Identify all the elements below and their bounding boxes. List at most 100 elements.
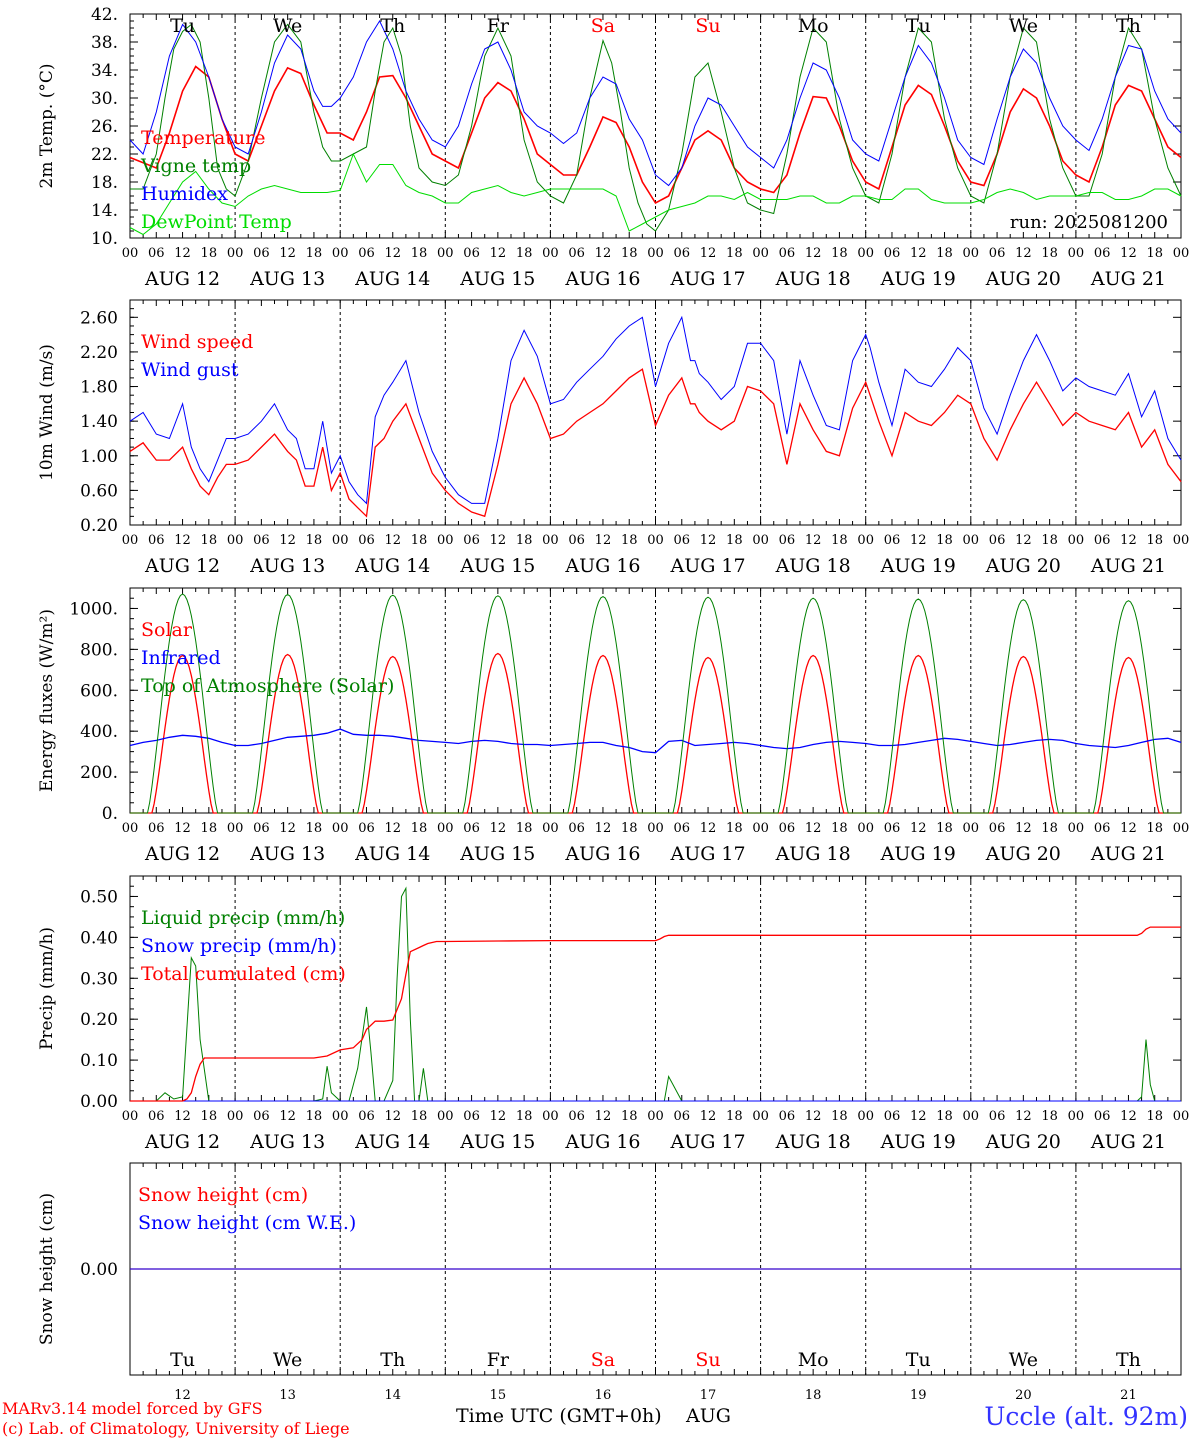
day-name-top: Tu: [170, 15, 195, 37]
hour-label: 00: [963, 533, 980, 548]
hour-label: 18: [1041, 246, 1058, 261]
hour-label: 18: [201, 1109, 218, 1124]
legend-entry: Snow height (cm W.E.): [138, 1212, 356, 1234]
day-number: 16: [595, 1388, 612, 1403]
panel-frame: [129, 13, 1182, 239]
hour-label: 12: [910, 1109, 927, 1124]
hour-label: 18: [1041, 1109, 1058, 1124]
hour-label: 06: [253, 1109, 270, 1124]
hour-label: 00: [227, 246, 244, 261]
hour-label: 06: [568, 821, 585, 836]
hour-label: 18: [201, 533, 218, 548]
hour-label: 06: [253, 821, 270, 836]
hour-label: 00: [542, 821, 559, 836]
hour-label: 18: [306, 246, 323, 261]
y-tick-label: 42.: [91, 5, 118, 25]
hour-label: 00: [963, 821, 980, 836]
y-tick-label: 14.: [91, 201, 118, 221]
hour-label: 06: [358, 1109, 375, 1124]
hour-label: 00: [752, 246, 769, 261]
panel-frame: [129, 299, 1182, 526]
y-tick-label: 800.: [80, 640, 118, 660]
legend-entry: Wind gust: [141, 359, 239, 381]
day-name-bottom: Su: [695, 1349, 720, 1371]
date-label: AUG 12: [144, 555, 220, 577]
hour-label: 18: [726, 533, 743, 548]
date-label: AUG 15: [459, 268, 535, 290]
hour-label: 12: [700, 246, 717, 261]
legend-entry: Humidex: [141, 183, 228, 205]
hour-label: 00: [1173, 821, 1190, 836]
hour-label: 06: [779, 246, 796, 261]
run-label: run: 2025081200: [1010, 212, 1168, 233]
hour-label: 06: [884, 533, 901, 548]
hour-label: 00: [647, 533, 664, 548]
hour-label: 12: [1015, 821, 1032, 836]
date-label: AUG 16: [564, 268, 640, 290]
date-label: AUG 13: [249, 555, 325, 577]
date-label: AUG 16: [564, 555, 640, 577]
series-line-infrared: [129, 728, 1182, 754]
hour-label: 00: [332, 246, 349, 261]
hour-label: 18: [621, 1109, 638, 1124]
y-tick-label: 18.: [91, 173, 118, 193]
y-tick-label: 600.: [80, 681, 118, 701]
hour-label: 00: [857, 1109, 874, 1124]
day-name-top: Sa: [591, 15, 615, 37]
y-tick-label: 2.60: [80, 308, 118, 328]
date-label: AUG 17: [669, 1131, 745, 1153]
hour-label: 12: [805, 821, 822, 836]
date-label: AUG 17: [669, 268, 745, 290]
date-label: AUG 13: [249, 268, 325, 290]
station-name: Uccle (alt. 92m): [984, 1402, 1188, 1431]
hour-label: 00: [437, 821, 454, 836]
hour-label: 12: [174, 246, 191, 261]
hour-label: 00: [963, 246, 980, 261]
hour-label: 00: [332, 533, 349, 548]
hour-label: 12: [910, 246, 927, 261]
date-label: AUG 13: [249, 843, 325, 865]
hour-label: 06: [1094, 246, 1111, 261]
date-label: AUG 20: [985, 268, 1061, 290]
hour-label: 06: [989, 246, 1006, 261]
hour-label: 06: [674, 533, 691, 548]
hour-label: 00: [1068, 1109, 1085, 1124]
hour-label: 12: [1015, 246, 1032, 261]
hour-label: 00: [542, 533, 559, 548]
hour-label: 06: [674, 1109, 691, 1124]
date-label: AUG 12: [144, 1131, 220, 1153]
hour-label: 00: [647, 1109, 664, 1124]
credit-line-1: MARv3.14 model forced by GFS: [2, 1399, 263, 1418]
hour-label: 12: [910, 821, 927, 836]
hour-label: 06: [1094, 1109, 1111, 1124]
y-tick-label: 10.: [91, 229, 118, 249]
hour-label: 00: [752, 821, 769, 836]
hour-label: 06: [1094, 533, 1111, 548]
hour-label: 00: [332, 821, 349, 836]
hour-label: 12: [595, 821, 612, 836]
day-number: 15: [490, 1388, 507, 1403]
date-label: AUG 19: [880, 555, 956, 577]
time-axis-title: Time UTC (GMT+0h): [456, 1405, 662, 1427]
legend-entry: Snow height (cm): [138, 1184, 308, 1206]
hour-label: 18: [1041, 821, 1058, 836]
hour-label: 00: [437, 246, 454, 261]
hour-label: 00: [1173, 246, 1190, 261]
hour-label: 06: [568, 1109, 585, 1124]
credit-line-2: (c) Lab. of Climatology, University of L…: [2, 1419, 350, 1438]
hour-label: 06: [884, 1109, 901, 1124]
hour-label: 00: [122, 821, 139, 836]
date-label: AUG 13: [249, 1131, 325, 1153]
hour-label: 00: [122, 1109, 139, 1124]
series-line-wind-speed: [129, 368, 1182, 518]
date-label: AUG 19: [880, 268, 956, 290]
date-label: AUG 14: [354, 268, 430, 290]
hour-label: 18: [411, 1109, 428, 1124]
hour-label: 18: [306, 821, 323, 836]
hour-label: 00: [1068, 821, 1085, 836]
hour-label: 00: [752, 533, 769, 548]
hour-label: 18: [936, 533, 953, 548]
hour-label: 18: [516, 533, 533, 548]
day-name-bottom: Fr: [487, 1349, 510, 1371]
hour-label: 18: [831, 821, 848, 836]
